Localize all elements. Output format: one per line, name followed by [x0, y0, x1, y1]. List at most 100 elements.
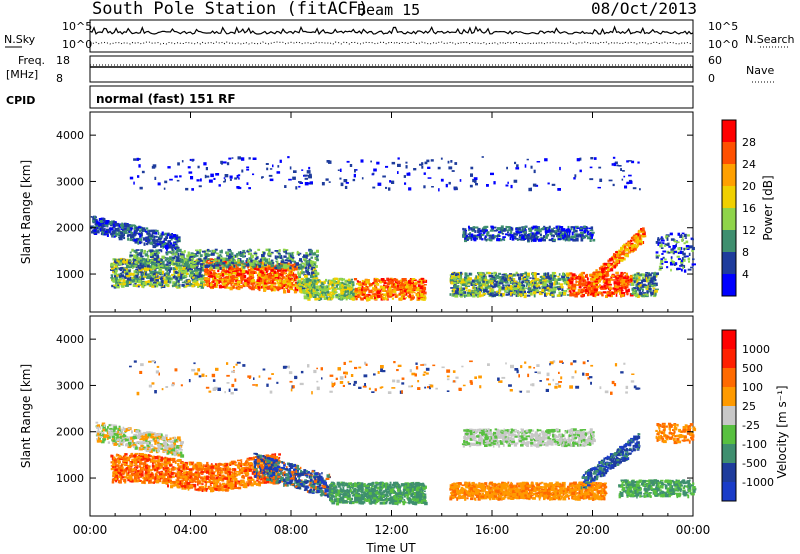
- echo-cell: [498, 292, 502, 295]
- echo-cell: [266, 282, 269, 285]
- echo-cell: [283, 272, 287, 275]
- echo-cell: [240, 275, 244, 279]
- echo-cell: [475, 275, 477, 279]
- echo-cell: [270, 277, 272, 280]
- echo-cell: [607, 290, 611, 293]
- echo-cell: [202, 250, 206, 253]
- echo-cell: [138, 279, 142, 284]
- echo-cell: [174, 271, 178, 274]
- echo-cell: [90, 216, 93, 218]
- echo-cell: [112, 223, 116, 228]
- echo-cell: [375, 290, 378, 294]
- echo-cell: [596, 292, 600, 296]
- echo-cell: [505, 274, 510, 277]
- echo-cell: [629, 278, 633, 282]
- echo-cell: [471, 286, 474, 290]
- echo-cell: [576, 280, 580, 283]
- echo-cell: [602, 287, 607, 290]
- echo-cell: [258, 260, 262, 263]
- echo-cell: [129, 272, 133, 276]
- echo-cell: [144, 229, 147, 232]
- freq-label: Freq.: [18, 54, 45, 67]
- echo-cell: [652, 280, 654, 284]
- echo-cell: [493, 283, 498, 287]
- echo-cell: [513, 278, 516, 281]
- echo-cell: [133, 237, 136, 240]
- echo-cell: [420, 285, 423, 289]
- echo-cell: [268, 248, 271, 252]
- echo-cell: [206, 285, 209, 288]
- echo-cell: [359, 291, 362, 295]
- echo-cell: [522, 277, 524, 280]
- echo-cell: [174, 275, 178, 278]
- echo-cell: [176, 279, 179, 283]
- echo-cell: [190, 252, 194, 254]
- echo-cell: [289, 280, 292, 284]
- echo-cell: [176, 275, 180, 279]
- echo-cell: [177, 239, 181, 242]
- echo-cell: [452, 277, 456, 280]
- echo-cell: [411, 289, 413, 293]
- echo-cell: [487, 279, 490, 282]
- echo-cell: [526, 276, 529, 279]
- echo-cell: [590, 285, 593, 289]
- echo-cell: [409, 293, 411, 297]
- echo-cell: [258, 268, 262, 271]
- echo-cell: [477, 287, 481, 290]
- echo-cell: [126, 275, 130, 278]
- echo-cell: [309, 249, 313, 253]
- echo-cell: [283, 263, 287, 267]
- echo-cell: [229, 275, 233, 279]
- echo-cell: [533, 272, 537, 276]
- echo-cell: [587, 293, 589, 297]
- echo-cell: [392, 282, 395, 287]
- echo-cell: [265, 275, 270, 278]
- echo-cell: [119, 223, 122, 225]
- echo-cell: [491, 276, 495, 280]
- echo-cell: [337, 280, 341, 284]
- echo-cell: [250, 282, 254, 285]
- echo-cell: [199, 259, 203, 262]
- echo-cell: [528, 285, 530, 288]
- echo-cell: [236, 272, 241, 276]
- echo-cell: [200, 282, 203, 286]
- echo-cell: [104, 230, 108, 233]
- echo-cell: [576, 292, 580, 295]
- echo-cell: [210, 264, 212, 267]
- echo-cell: [158, 276, 161, 279]
- echo-cell: [484, 235, 487, 238]
- echo-cell: [252, 278, 254, 280]
- echo-cell: [133, 238, 137, 242]
- echo-cell: [156, 241, 160, 243]
- echo-cell: [292, 289, 295, 291]
- echo-cell: [152, 241, 156, 245]
- echo-cell: [298, 287, 302, 291]
- echo-cell: [305, 280, 309, 284]
- echo-cell: [468, 277, 472, 281]
- echo-cell: [565, 277, 568, 281]
- echo-cell: [557, 294, 561, 297]
- echo-cell: [554, 274, 557, 277]
- echo-cell: [575, 284, 579, 286]
- echo-cell: [135, 268, 139, 272]
- echo-cell: [155, 273, 158, 277]
- echo-cell: [393, 290, 397, 294]
- echo-cell: [390, 285, 395, 288]
- echo-cell: [372, 287, 375, 290]
- echo-cell: [342, 285, 345, 289]
- echo-cell: [158, 242, 162, 246]
- echo-cell: [155, 229, 159, 232]
- echo-cell: [125, 272, 129, 275]
- echo-cell: [481, 282, 484, 285]
- echo-cell: [155, 231, 158, 235]
- echo-cell: [422, 280, 425, 284]
- echo-cell: [536, 236, 540, 238]
- echo-cell: [498, 276, 503, 279]
- echo-cell: [514, 285, 518, 289]
- echo-cell: [118, 262, 123, 265]
- echo-cell: [224, 283, 226, 285]
- echo-cell: [633, 287, 637, 290]
- echo-cell: [497, 282, 501, 285]
- echo-cell: [468, 289, 472, 292]
- echo-cell: [217, 254, 220, 257]
